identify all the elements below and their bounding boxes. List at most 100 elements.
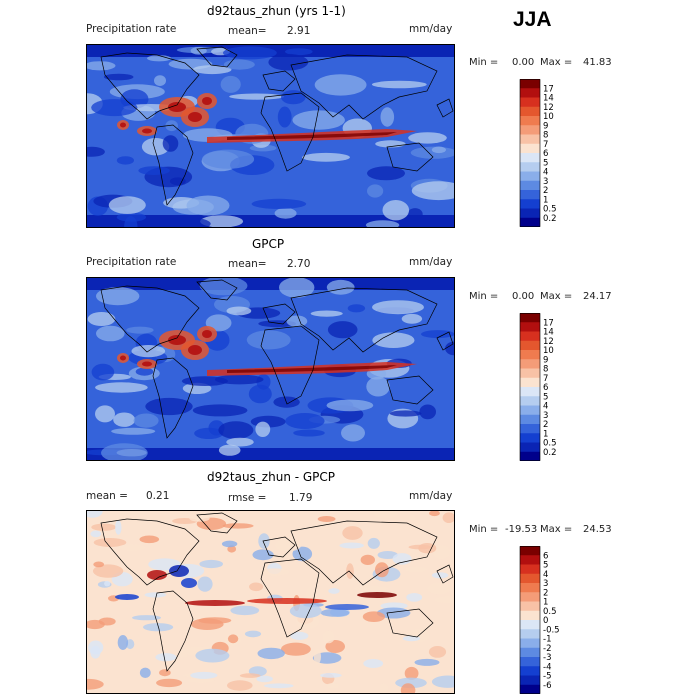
colorbar-swatch [520, 143, 540, 154]
panel-3-max-value: 24.53 [583, 524, 612, 535]
continent-outline [262, 70, 296, 92]
colorbar-tick-label: 8 [543, 365, 548, 375]
panel-1-map-svg [87, 45, 454, 227]
colorbar-swatch [520, 675, 540, 686]
colorbar-tick-label: 5 [543, 561, 548, 571]
colorbar-tick-label: 6 [543, 149, 548, 159]
colorbar-swatch [520, 125, 540, 135]
panel-1-max-value: 41.83 [583, 57, 612, 68]
continent-outline [196, 512, 238, 534]
colorbar-tick-label: 6 [543, 383, 548, 393]
colorbar-tick-label: 2 [543, 420, 548, 430]
colorbar-swatch [520, 171, 540, 182]
continent-outline [260, 325, 320, 405]
colorbar-tick-label: 4 [543, 168, 548, 178]
colorbar-tick-label: -1 [543, 635, 551, 645]
continent-outline [100, 285, 200, 353]
colorbar-tick-label: -2 [543, 644, 551, 654]
colorbar-tick-label: 3 [543, 579, 548, 589]
colorbar-swatch [520, 359, 540, 369]
colorbar-swatch [520, 601, 540, 612]
panel-3-map [86, 510, 455, 694]
continent-outline [262, 303, 296, 325]
panel-1-max-label: Max = [540, 57, 573, 68]
colorbar-tick-label: 9 [543, 355, 548, 365]
colorbar-tick-label: 3 [543, 411, 548, 421]
continent-outline [152, 124, 194, 206]
colorbar-tick-label: 14 [543, 328, 554, 338]
panel-3-units: mm/day [409, 490, 453, 502]
continent-outline [196, 279, 238, 301]
colorbar-swatch [520, 405, 540, 416]
continent-outline [100, 52, 200, 120]
colorbar-swatch [520, 350, 540, 360]
colorbar-tick-label: 10 [543, 346, 554, 356]
continent-outline [290, 287, 438, 353]
colorbar-tick-label: 0.2 [543, 214, 557, 224]
colorbar-tick-label: 12 [543, 103, 554, 113]
colorbar-swatch [520, 546, 540, 556]
colorbar-tick-label: 4 [543, 570, 548, 580]
colorbar-tick-label: 14 [543, 94, 554, 104]
panel-2-map-svg [87, 278, 454, 460]
colorbar-swatch [520, 97, 540, 108]
colorbar-swatch [520, 424, 540, 434]
colorbar-swatch [520, 396, 540, 406]
colorbar-tick-label: 0.5 [543, 607, 557, 617]
continent-outline [260, 92, 320, 172]
panel-2-max-label: Max = [540, 291, 573, 302]
panel-2-units: mm/day [409, 256, 453, 268]
colorbar-swatch [520, 153, 540, 163]
colorbar-swatch [520, 377, 540, 388]
colorbar-swatch [520, 134, 540, 145]
colorbar-swatch [520, 629, 540, 639]
colorbar-tick-label: 0.5 [543, 205, 557, 215]
continent-outline [386, 375, 434, 405]
colorbar-tick-label: -4 [543, 662, 551, 672]
colorbar-swatch [520, 387, 540, 397]
colorbar-swatch [520, 564, 540, 575]
panel-3-map-svg [87, 511, 454, 693]
colorbar-swatch [520, 684, 540, 694]
colorbar-tick-label: 0.2 [543, 448, 557, 458]
continent-outline [436, 331, 454, 351]
colorbar-swatch [520, 433, 540, 443]
colorbar-tick-label: 5 [543, 158, 548, 168]
colorbar-tick-label: 2 [543, 588, 548, 598]
colorbar-tick-label: -6 [543, 681, 551, 691]
colorbar-tick-label: 17 [543, 84, 554, 94]
colorbar-tick-label: -3 [543, 653, 551, 663]
colorbar-swatch [520, 190, 540, 200]
colorbar-tick-label: 0 [543, 616, 548, 626]
colorbar-swatch [520, 208, 540, 219]
colorbar-swatch [520, 340, 540, 351]
colorbar-tick-label: 0.5 [543, 439, 557, 449]
colorbar-tick-label: 9 [543, 121, 548, 131]
colorbar-swatch [520, 610, 540, 621]
panel-3-mean-value: 0.21 [146, 490, 170, 502]
colorbar-swatch [520, 79, 540, 89]
continent-outline [100, 518, 200, 586]
panel-3-title: d92taus_zhun - GPCP [207, 470, 336, 484]
colorbar-swatch [520, 666, 540, 676]
panel-1-mean-label: mean= [228, 25, 267, 37]
colorbar-tick-label: 10 [543, 112, 554, 122]
colorbar-swatch [520, 217, 540, 227]
colorbar-tick-label: 7 [543, 374, 548, 384]
continent-outline [386, 142, 434, 172]
colorbar-tick-label: 5 [543, 392, 548, 402]
colorbar-swatch [520, 368, 540, 379]
panel-1-units: mm/day [409, 23, 453, 35]
panel-2-max-value: 24.17 [583, 291, 612, 302]
colorbar-tick-label: -0.5 [543, 625, 560, 635]
colorbar-tick-label: 12 [543, 337, 554, 347]
continent-outline [436, 564, 454, 584]
colorbar-swatch [520, 555, 540, 565]
colorbar-swatch [520, 322, 540, 332]
colorbar-swatch [520, 199, 540, 209]
panel-1-map [86, 44, 455, 228]
continent-outline [152, 357, 194, 439]
